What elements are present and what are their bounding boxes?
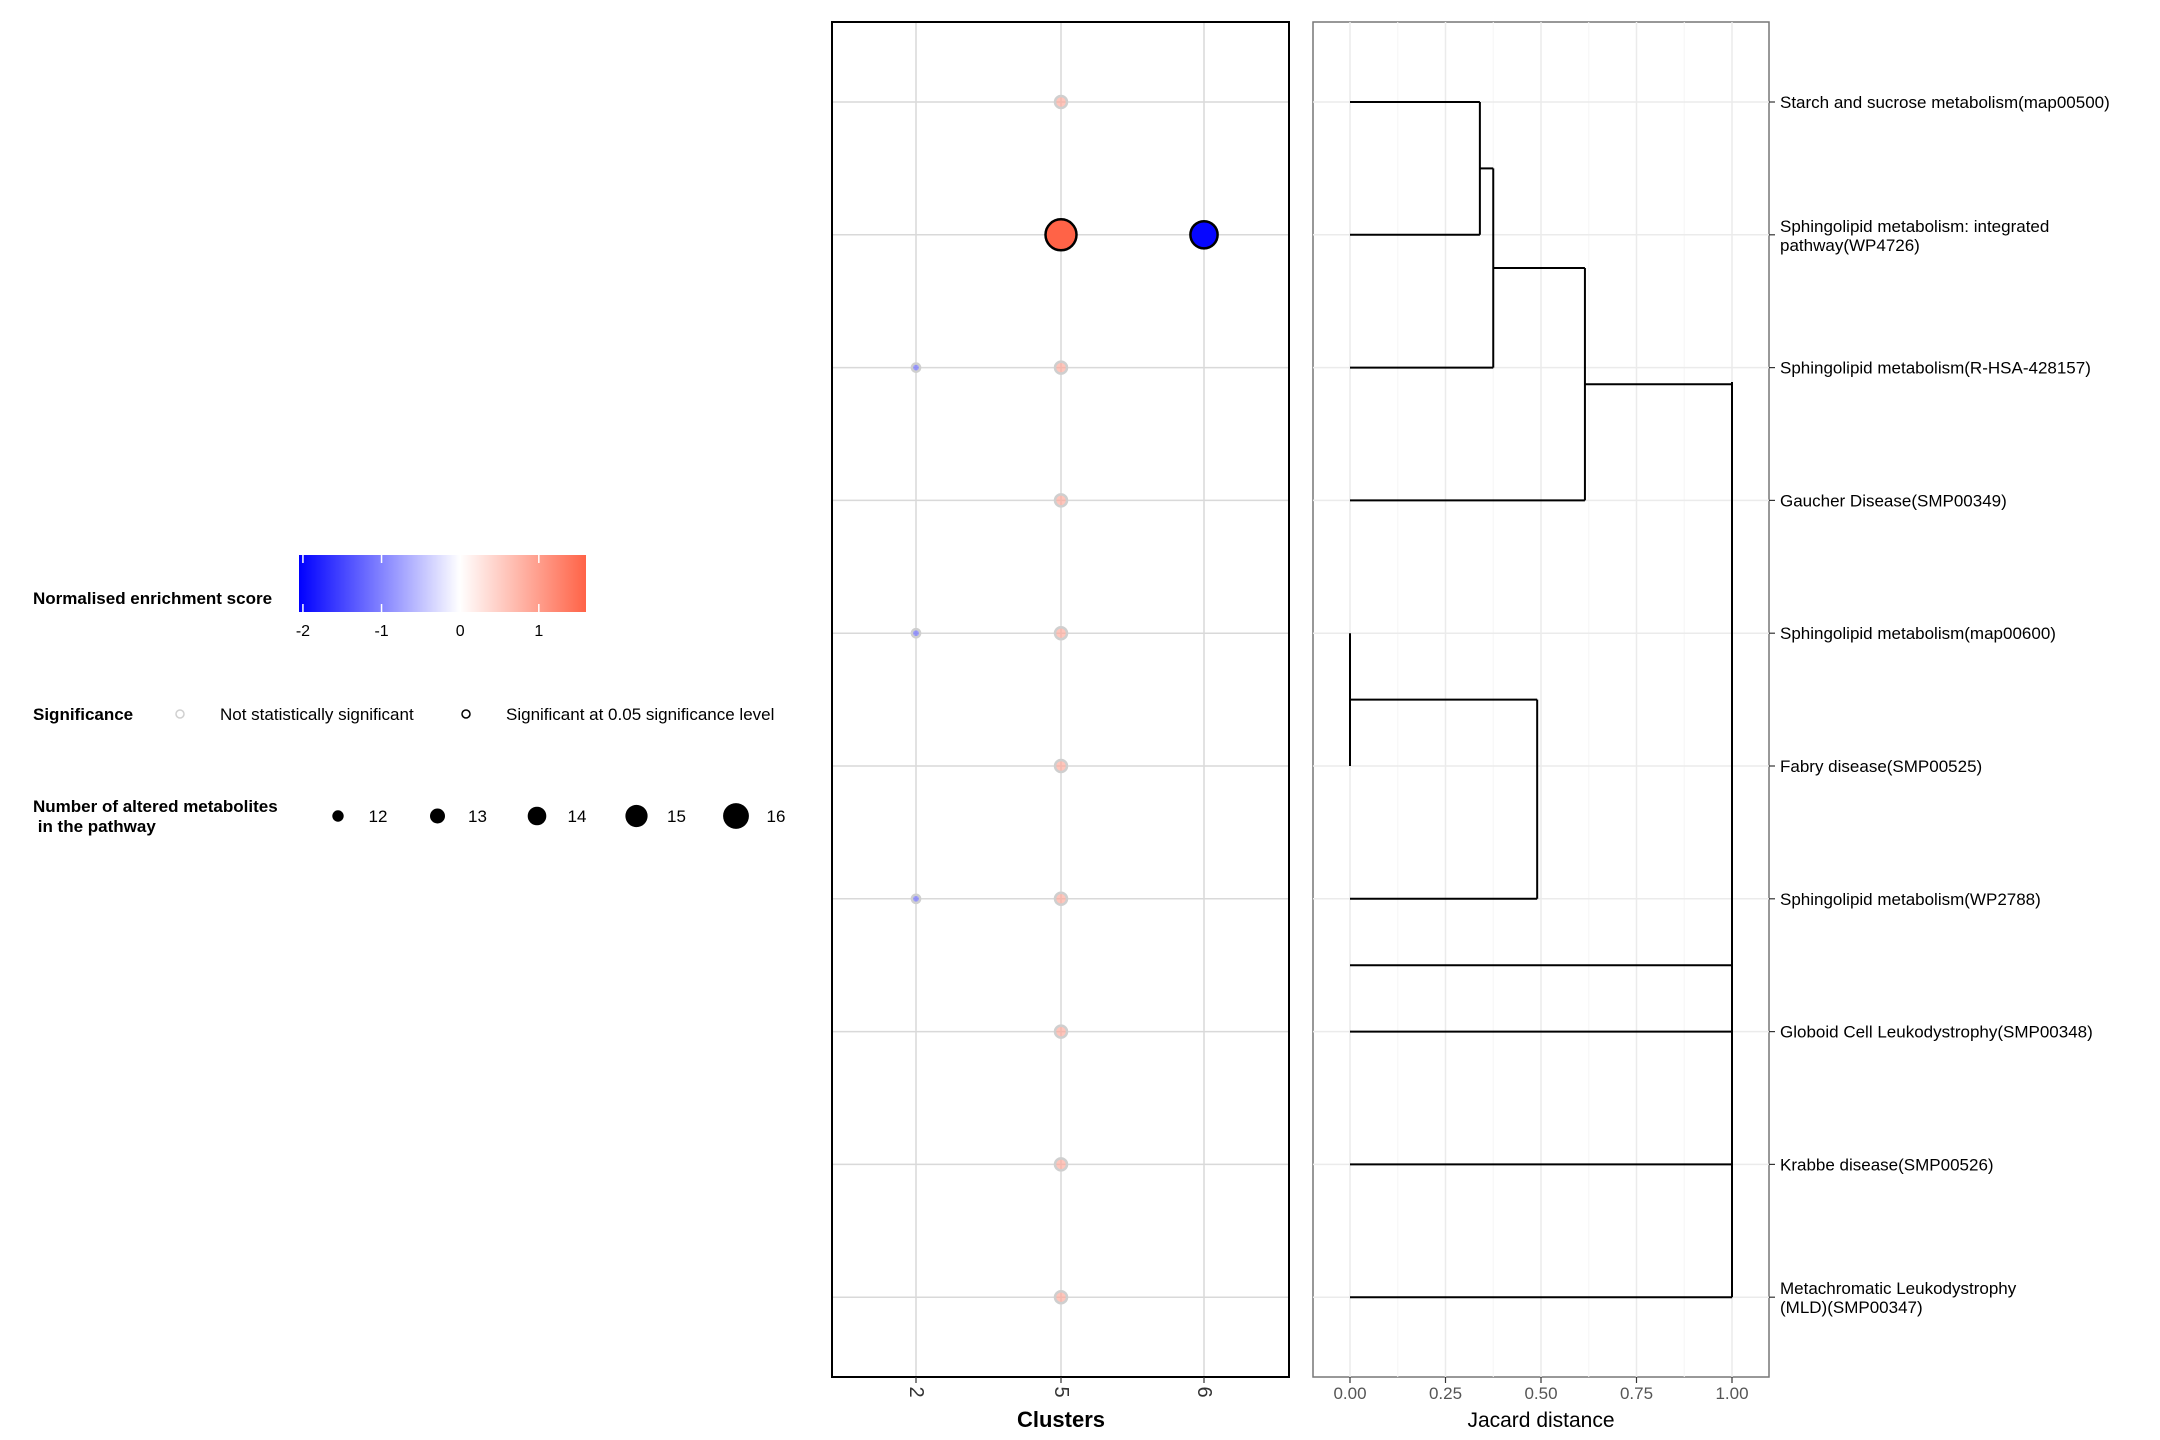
significance-legend-title: Significance: [33, 705, 133, 724]
color-bar-tick-label: -1: [374, 623, 388, 640]
not-significant-dot: [1053, 493, 1069, 508]
size-legend-label: 12: [369, 807, 388, 826]
size-legend-title: Number of altered metabolites in the pat…: [33, 797, 282, 836]
pathway-label: Sphingolipid metabolism(map00600): [1780, 624, 2056, 643]
size-legend-dot: [527, 806, 547, 826]
pathway-label: Globoid Cell Leukodystrophy(SMP00348): [1780, 1023, 2093, 1042]
size-legend-label: 14: [568, 807, 587, 826]
size-legend-title-line1: Number of altered metabolites: [33, 797, 278, 816]
not-significant-dot: [1053, 94, 1069, 110]
size-legend-dot: [429, 808, 446, 824]
color-bar: [299, 555, 586, 612]
size-legend-keys: 12 13 14 15 16: [332, 803, 785, 829]
color-bar-tick-label: -2: [296, 623, 310, 640]
color-bar-tick-label: 1: [534, 623, 543, 640]
dendrogram-x-tick-label: 0.25: [1429, 1384, 1462, 1403]
pathway-label: Gaucher Disease(SMP00349): [1780, 491, 2007, 510]
size-legend-dot: [332, 810, 344, 822]
size-legend-label: 13: [468, 807, 487, 826]
not-significant-dot: [1053, 1024, 1069, 1039]
dendrogram-x-tick-label: 0.50: [1524, 1384, 1557, 1403]
not-significant-dot: [910, 893, 922, 905]
dot-x-tick-label: 5: [1050, 1386, 1072, 1397]
dot-x-tick-label: 2: [905, 1386, 927, 1397]
dot-x-tick-label: 6: [1193, 1386, 1215, 1397]
color-legend-title: Normalised enrichment score: [33, 589, 272, 608]
pathway-label: Starch and sucrose metabolism(map00500): [1780, 93, 2110, 112]
not-significant-dot: [910, 362, 922, 373]
not-significant-dot: [1053, 758, 1069, 774]
pathway-label: Sphingolipid metabolism(R-HSA-428157): [1780, 359, 2091, 378]
dendrogram-panel: 0.00 0.25 0.50 0.75 1.00 Starch and sucrose …: [1312, 21, 2110, 1432]
size-legend-label: 15: [667, 807, 686, 826]
not-significant-dot: [910, 627, 922, 639]
dendrogram-x-tick-label: 0.75: [1620, 1384, 1653, 1403]
size-legend-dot: [625, 804, 648, 828]
dendrogram-x-tick-label: 1.00: [1715, 1384, 1748, 1403]
significant-dot: [1189, 219, 1219, 250]
dendrogram-x-tick-label: 0.00: [1333, 1384, 1366, 1403]
not-significant-dot: [1053, 625, 1069, 641]
color-bar-tick-label: 0: [456, 623, 465, 640]
legend-not-significant-label: Not statistically significant: [220, 705, 414, 724]
size-legend-label: 16: [767, 807, 786, 826]
pathway-label-continued: pathway(WP4726): [1780, 236, 1920, 255]
legend-not-significant-key: [175, 709, 185, 719]
dot-x-axis-title: Clusters: [1017, 1407, 1105, 1432]
pathway-label: Fabry disease(SMP00525): [1780, 757, 1982, 776]
size-legend-title-line2: in the pathway: [33, 817, 156, 836]
size-legend-dot: [723, 803, 749, 829]
not-significant-dot: [1053, 1289, 1069, 1305]
pathway-label: Metachromatic Leukodystrophy: [1780, 1279, 2017, 1298]
legend-significant-key: [461, 709, 471, 719]
pathway-label-continued: (MLD)(SMP00347): [1780, 1298, 1923, 1317]
not-significant-dot: [1053, 360, 1069, 375]
not-significant-dot: [1053, 1157, 1069, 1172]
dendrogram-x-axis-title: Jacard distance: [1467, 1409, 1614, 1432]
color-bar-ticks: -2 -1 0 1: [296, 555, 543, 640]
pathway-label: Sphingolipid metabolism(WP2788): [1780, 890, 2041, 909]
legend-significant-label: Significant at 0.05 significance level: [506, 705, 774, 724]
dot-panel: 2 5 6 Clusters: [831, 21, 1290, 1432]
pathway-label: Krabbe disease(SMP00526): [1780, 1155, 1994, 1174]
legend: Normalised enrichment score -2 -1 0 1 Signi…: [33, 555, 785, 836]
not-significant-dot: [1053, 891, 1069, 907]
significant-dot: [1044, 218, 1078, 252]
pathway-label: Sphingolipid metabolism: integrated: [1780, 217, 2049, 236]
